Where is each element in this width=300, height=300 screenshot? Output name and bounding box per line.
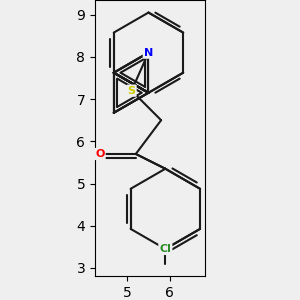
Text: Cl: Cl [159,244,171,254]
Text: O: O [95,149,105,159]
Text: N: N [144,48,153,58]
Text: S: S [128,86,136,96]
